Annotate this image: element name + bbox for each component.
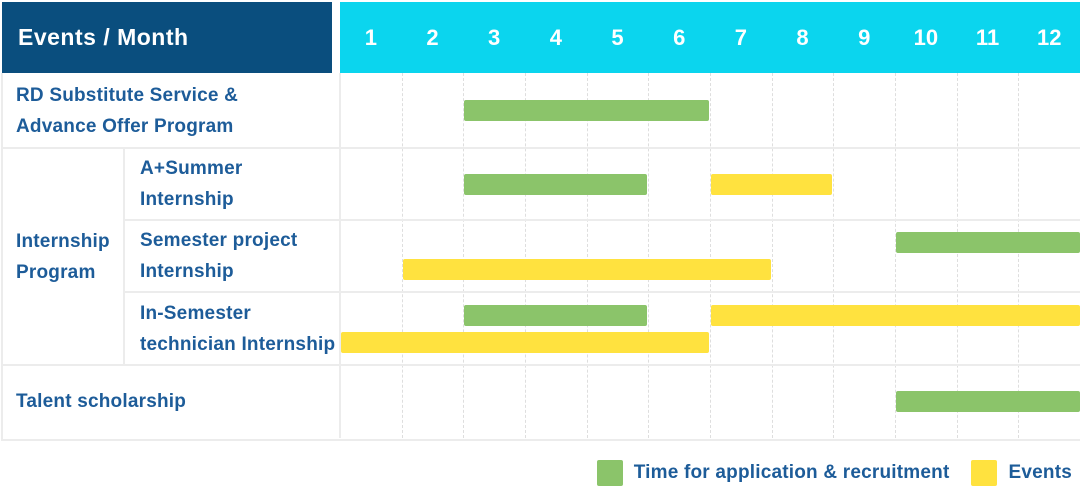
month-tick: 8 bbox=[796, 24, 809, 50]
month-gridline bbox=[525, 73, 526, 438]
month-tick: 1 bbox=[364, 24, 377, 50]
month-tick: 9 bbox=[858, 24, 871, 50]
gantt-bar-recruitment bbox=[896, 232, 1080, 253]
month-gridline bbox=[833, 73, 835, 438]
month-tick: 2 bbox=[426, 24, 439, 50]
month-gridline bbox=[771, 73, 773, 438]
month-tick: 11 bbox=[975, 24, 1000, 50]
row-label-talent-scholarship: Talent scholarship bbox=[16, 391, 187, 412]
month-gridline bbox=[1018, 73, 1020, 438]
month-tick: 10 bbox=[913, 24, 939, 50]
gantt-bar-recruitment bbox=[896, 391, 1080, 412]
month-tick: 4 bbox=[549, 24, 562, 50]
month-gridline bbox=[586, 73, 588, 438]
month-gridline bbox=[401, 73, 403, 438]
legend-item-recruitment: Time for application & recruitment bbox=[596, 460, 950, 486]
events-month-header-cell: Events / Month bbox=[2, 2, 332, 73]
gantt-bar-event bbox=[341, 332, 709, 353]
month-gridline bbox=[956, 73, 958, 438]
month-gridline bbox=[463, 73, 465, 438]
row-label-semester-project: Semester project Internship bbox=[140, 230, 298, 282]
row-label-rd-substitute: RD Substitute Service & Advance Offer Pr… bbox=[16, 84, 239, 137]
legend-swatch-recruitment-green bbox=[596, 460, 623, 486]
gantt-bar-recruitment bbox=[464, 305, 648, 326]
month-tick: 5 bbox=[611, 24, 624, 50]
gantt-bar-event bbox=[711, 305, 1080, 326]
month-gridline bbox=[648, 73, 650, 438]
month-gridline bbox=[895, 73, 896, 438]
gantt-bar-event bbox=[711, 174, 833, 195]
legend-label-events: Events bbox=[1008, 462, 1072, 483]
table-left-border bbox=[1, 73, 3, 441]
legend: Time for application & recruitment Event… bbox=[0, 456, 1072, 490]
row-separator-4 bbox=[1, 364, 1080, 366]
month-gridline bbox=[710, 73, 711, 438]
month-tick: 12 bbox=[1036, 24, 1062, 50]
group-subcolumn-divider bbox=[123, 148, 125, 365]
table-bottom-border bbox=[1, 439, 1080, 441]
events-month-title: Events / Month bbox=[18, 24, 189, 50]
legend-swatch-events-yellow bbox=[971, 460, 998, 486]
group-label-internship-program: Internship Program bbox=[16, 230, 110, 283]
row-separator-3 bbox=[124, 291, 1080, 293]
legend-item-events: Events bbox=[971, 460, 1072, 486]
gantt-bar-event bbox=[402, 259, 771, 280]
month-tick: 7 bbox=[734, 24, 747, 50]
row-label-in-semester-technician: In-Semester technician Internship bbox=[140, 302, 336, 355]
row-label-a-plus-summer: A+Summer Internship bbox=[140, 158, 243, 210]
label-chart-divider bbox=[339, 73, 341, 438]
row-separator-2 bbox=[124, 219, 1080, 221]
gantt-bar-recruitment bbox=[464, 174, 648, 195]
month-axis: 1 2 3 4 5 6 7 8 9 10 11 12 bbox=[340, 2, 1080, 73]
legend-label-recruitment: Time for application & recruitment bbox=[633, 462, 950, 483]
month-tick: 6 bbox=[673, 24, 686, 50]
month-tick: 3 bbox=[488, 24, 501, 50]
gantt-bar-recruitment bbox=[464, 100, 709, 121]
row-separator-1 bbox=[1, 147, 1080, 149]
